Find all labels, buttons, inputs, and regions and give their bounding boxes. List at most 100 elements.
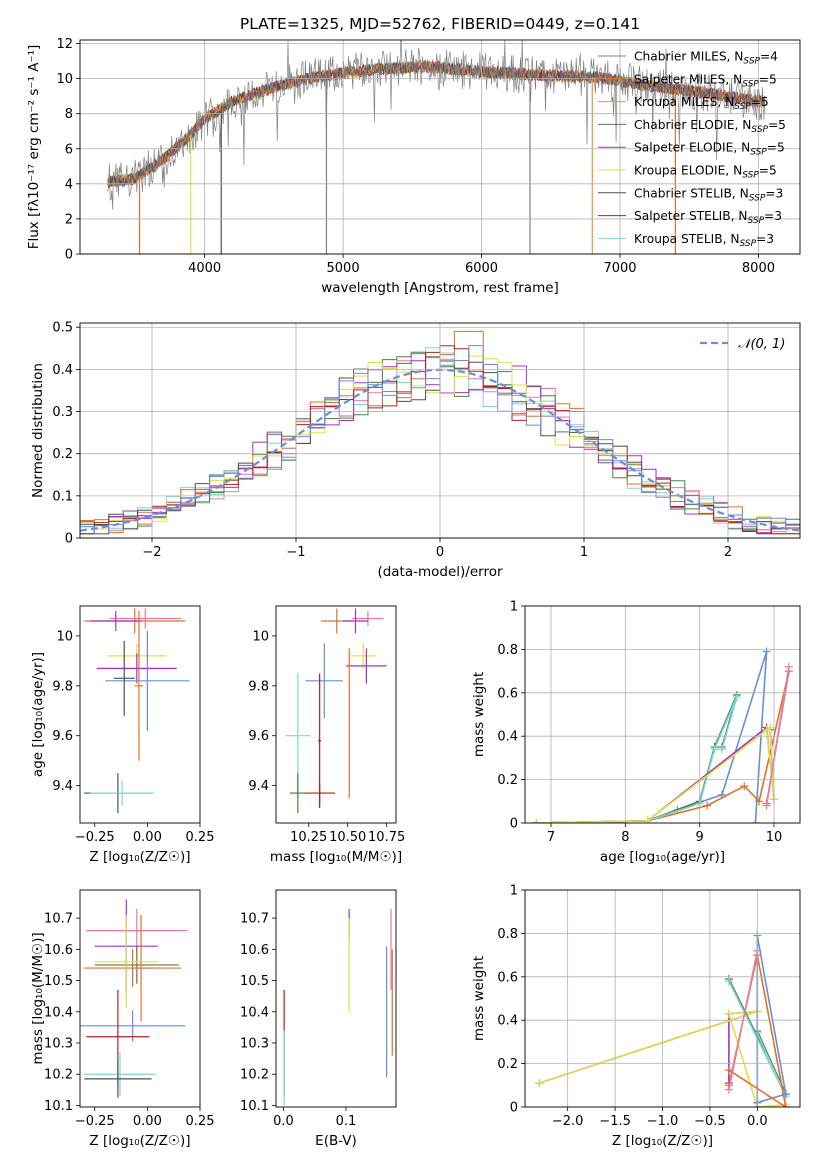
residuals-xtick-label: 1 (580, 545, 588, 560)
mass_vs_EBV-xlabel: E(B-V) (315, 1133, 357, 1149)
mass_weight_vs_age-ytick-label: 1 (510, 600, 518, 615)
mass_weight_vs_Z-xtick-label: −0.5 (694, 1114, 726, 1129)
mass_weight_vs_age-point-marker (732, 693, 741, 702)
mass_vs_Z-xtick-label: 0.00 (133, 1114, 162, 1129)
mass_weight_vs_age-xlabel: age [log₁₀(age/yr)] (600, 849, 725, 865)
mass_weight_vs_Z-point-marker (535, 1079, 544, 1088)
spectrum-ytick-label: 8 (65, 107, 73, 122)
mass_vs_Z-frame (79, 889, 201, 1108)
mass_weight_vs_Z-ytick-label: 1 (510, 884, 518, 899)
panel-spectrum: 0 2 4 6 8 10 12 4000 5000 6000 7000 8000 wavelength … (26, 37, 801, 296)
age_vs_mass-plot-area (285, 608, 387, 814)
mass_weight_vs_Z-point-marker (781, 1103, 790, 1107)
spectrum-xlabel: wavelength [Angstrom, rest frame] (321, 280, 559, 296)
mass_weight_vs_age-point-marker (717, 745, 726, 754)
spectrum-legend-entry: Chabrier MILES, NSSP=4 (634, 50, 778, 67)
age_vs_Z-ylabel: age [log₁₀(age/yr)] (30, 652, 46, 777)
spectrum-frame (79, 39, 801, 255)
mass_weight_vs_age-point-marker (751, 819, 760, 823)
age_vs_mass-ytick-label: 10 (252, 629, 269, 644)
mass_weight_vs_Z-ytick-label: 0.2 (497, 1057, 518, 1072)
panel-age_vs_mass: 9.4 9.6 9.8 10 10.25 10.50 10.75 mass [log₁₀(M/… (248, 605, 405, 865)
mass_weight_vs_Z-series-line (756, 935, 787, 1104)
mass_weight_vs_Z-xlabel: Z [log₁₀(Z/Z☉)] (612, 1133, 713, 1149)
mass_weight_vs_Z-ylabel: mass weight (471, 956, 487, 1041)
age_vs_Z-ytick-label: 9.8 (52, 679, 73, 694)
mass_weight_vs_age-plot-area (532, 647, 793, 823)
mass_vs_Z-ytick-label: 10.4 (44, 1005, 73, 1020)
spectrum-ylabel: Flux [fλ10⁻¹⁷ erg cm⁻² s⁻¹ A⁻¹] (26, 45, 42, 250)
mass_weight_vs_age-ytick-label: 0.8 (497, 643, 518, 658)
age_vs_mass-xtick-label: 10.25 (290, 830, 327, 845)
panel-mass_vs_EBV: 10.1 10.2 10.3 10.4 10.5 10.6 10.7 0.0 0.1 E(B-V) (240, 889, 397, 1149)
panel-residuals: 0 0.1 0.2 0.3 0.4 0.5 −2 −1 0 1 2 (data-model)/erro… (30, 321, 801, 580)
spectrum-xtick-label: 8000 (742, 261, 775, 276)
mass_vs_Z-plot-area (80, 899, 188, 1098)
mass_vs_EBV-xtick-label: 0.1 (336, 1114, 357, 1129)
spectrum-legend-entry: Salpeter ELODIE, NSSP=5 (634, 141, 785, 158)
age_vs_Z-ytick-label: 9.6 (52, 729, 73, 744)
mass_vs_EBV-ytick-label: 10.6 (240, 943, 269, 958)
mass_vs_EBV-ytick-label: 10.4 (240, 1005, 269, 1020)
spectrum-legend-entry: Chabrier STELIB, NSSP=3 (634, 186, 783, 203)
mass_weight_vs_age-point-marker (532, 819, 541, 823)
mass_weight_vs_Z-ytick-label: 0.4 (497, 1014, 518, 1029)
mass_weight_vs_age-xtick-label: 8 (621, 830, 629, 845)
residuals-ylabel: Normed distribution (30, 363, 46, 498)
spectrum-xtick-label: 5000 (327, 261, 360, 276)
age_vs_mass-ytick-label: 9.6 (248, 729, 269, 744)
mass_vs_Z-ytick-label: 10.1 (44, 1099, 73, 1114)
spectrum-plot-area (107, 40, 766, 254)
spectrum-legend-entry: Chabrier ELODIE, NSSP=5 (634, 118, 786, 135)
mass_weight_vs_age-point-marker (703, 801, 712, 810)
mass_vs_Z-xlabel: Z [log₁₀(Z/Z☉)] (89, 1133, 190, 1149)
spectrum-legend-entry: Kroupa MILES, NSSP=5 (634, 95, 769, 112)
mass_weight_vs_age-ylabel: mass weight (471, 672, 487, 757)
mass_weight_vs_age-ytick-label: 0.6 (497, 686, 518, 701)
spectrum-xtick-label: 6000 (465, 261, 498, 276)
mass_weight_vs_age-point-marker (762, 647, 771, 656)
spectrum-ytick-label: 4 (65, 177, 73, 192)
residuals-ytick-label: 0.3 (52, 405, 73, 420)
panel-mass_vs_Z: 10.1 10.2 10.3 10.4 10.5 10.6 10.7 −0.25 0.00 0.2… (30, 889, 214, 1149)
mass_weight_vs_age-frame (524, 605, 801, 824)
spectrum-legend-entry: Salpeter MILES, NSSP=5 (634, 72, 777, 89)
mass_weight_vs_age-series-line (536, 651, 768, 823)
residuals-ytick-label: 0.1 (52, 489, 73, 504)
mass_weight_vs_Z-point-marker (724, 1066, 733, 1075)
mass_weight_vs_age-ytick-label: 0 (510, 817, 518, 832)
mass_vs_EBV-plot-area (283, 908, 393, 1106)
residual-legend-entry: 𝒩(0, 1) (738, 337, 785, 352)
mass_weight_vs_Z-xtick-label: −1.5 (599, 1114, 631, 1129)
mass_weight_vs_age-point-marker (643, 816, 652, 823)
residuals-ytick-label: 0.4 (52, 363, 73, 378)
age_vs_mass-xlabel: mass [log₁₀(M/M☉)] (270, 849, 402, 865)
spectrum-legend-entry: Salpeter STELIB, NSSP=3 (634, 209, 782, 226)
mass_weight_vs_Z-frame (524, 889, 801, 1108)
spectrum-ytick-label: 10 (56, 72, 73, 87)
mass_weight_vs_age-point-marker (710, 745, 719, 754)
mass_vs_Z-ytick-label: 10.6 (44, 943, 73, 958)
spectrum-ytick-label: 12 (56, 37, 73, 52)
panel-mass_weight_vs_age: 0 0.2 0.4 0.6 0.8 1 7 8 9 10 age [log₁₀(age/yr)] ma… (471, 600, 801, 865)
mass_weight_vs_Z-ytick-label: 0.6 (497, 970, 518, 985)
mass_vs_EBV-ytick-label: 10.2 (240, 1068, 269, 1083)
age_vs_mass-ytick-label: 9.8 (248, 679, 269, 694)
panel-mass_weight_vs_Z: 0 0.2 0.4 0.6 0.8 1 −2.0 −1.5 −1.0 −0.5 0.0 Z [log₁… (471, 884, 801, 1149)
mass_weight_vs_age-ytick-label: 0.2 (497, 773, 518, 788)
residuals-xtick-label: −1 (286, 545, 305, 560)
residuals-xtick-label: 2 (724, 545, 732, 560)
age_vs_Z-xtick-label: 0.00 (133, 830, 162, 845)
spectrum-ytick-label: 0 (65, 248, 73, 263)
mass_weight_vs_age-point-marker (755, 797, 764, 806)
mass_weight_vs_Z-xtick-label: −1.0 (647, 1114, 679, 1129)
panel-age_vs_Z: 9.4 9.6 9.8 10 −0.25 0.00 0.25 Z [log₁₀(Z/Z☉)] a… (30, 605, 214, 865)
mass_vs_EBV-ytick-label: 10.1 (240, 1099, 269, 1114)
mass_weight_vs_Z-point-marker (724, 1085, 733, 1094)
mass_weight_vs_age-series-line (536, 670, 790, 823)
age_vs_mass-ytick-label: 9.4 (248, 779, 269, 794)
mass_vs_Z-ytick-label: 10.2 (44, 1068, 73, 1083)
residuals-xtick-label: 0 (436, 545, 444, 560)
